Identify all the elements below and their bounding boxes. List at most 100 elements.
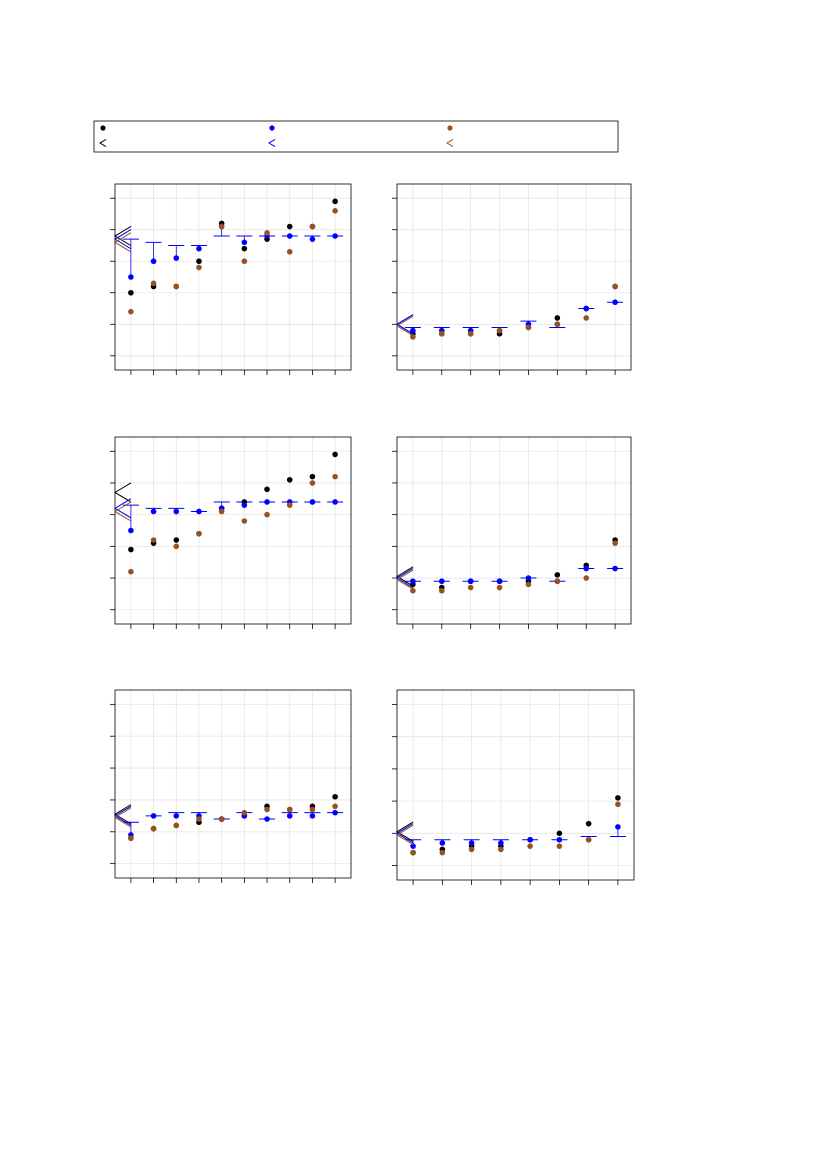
- point: [438, 330, 445, 337]
- point: [150, 258, 157, 265]
- plot-frame: [114, 689, 352, 879]
- point: [196, 264, 202, 271]
- point: [128, 568, 134, 575]
- point: [410, 587, 416, 594]
- point: [173, 543, 180, 550]
- point: [332, 198, 338, 205]
- point: [218, 508, 225, 515]
- point: [309, 236, 316, 242]
- point: [585, 836, 592, 843]
- point: [498, 846, 504, 853]
- point: [410, 849, 416, 856]
- point: [615, 801, 621, 808]
- point: [196, 258, 202, 265]
- point: [150, 280, 157, 287]
- left-marker: [396, 824, 414, 845]
- point: [128, 546, 134, 553]
- point: [554, 572, 561, 578]
- point: [241, 239, 248, 246]
- point: [410, 578, 416, 585]
- point: [554, 315, 561, 321]
- point: [218, 816, 225, 822]
- point: [556, 843, 563, 849]
- point: [496, 578, 503, 585]
- point: [309, 223, 316, 230]
- point: [286, 248, 293, 255]
- point: [286, 223, 293, 230]
- point: [615, 824, 621, 830]
- left-marker: [396, 315, 414, 336]
- point: [173, 537, 180, 543]
- point: [527, 843, 533, 849]
- legend-dot: [100, 125, 106, 131]
- point: [196, 530, 202, 537]
- left-marker: [114, 807, 132, 828]
- point: [173, 813, 180, 819]
- point: [241, 518, 248, 524]
- point: [196, 245, 202, 252]
- point: [332, 499, 338, 505]
- point: [286, 806, 293, 813]
- point: [496, 327, 503, 334]
- point: [556, 836, 563, 843]
- left-marker: [114, 225, 132, 247]
- point: [583, 315, 590, 321]
- point: [612, 283, 618, 290]
- point: [410, 843, 416, 849]
- point: [128, 527, 134, 534]
- point: [332, 207, 338, 214]
- legend-box: [93, 120, 619, 153]
- plot-frame: [114, 436, 352, 625]
- point: [585, 820, 592, 827]
- point: [286, 476, 293, 483]
- legend-chevron: [268, 138, 276, 148]
- point: [410, 327, 416, 334]
- point: [309, 813, 316, 819]
- point: [525, 575, 532, 581]
- point: [173, 283, 180, 290]
- point: [615, 795, 621, 801]
- point: [150, 508, 157, 515]
- point: [128, 308, 134, 315]
- left-marker: [396, 314, 414, 335]
- point: [218, 223, 225, 230]
- point: [332, 793, 338, 800]
- left-marker: [396, 569, 414, 590]
- point: [150, 825, 157, 832]
- point: [309, 806, 316, 813]
- point: [241, 502, 248, 508]
- point: [496, 584, 503, 591]
- point: [309, 499, 316, 505]
- plot-frame: [396, 436, 632, 625]
- point: [525, 581, 532, 588]
- legend-dot: [447, 125, 453, 131]
- legend-dot: [269, 125, 275, 131]
- point: [286, 502, 293, 508]
- point: [438, 587, 445, 594]
- point: [612, 299, 618, 306]
- point: [439, 840, 446, 846]
- legend-chevron: [99, 138, 107, 148]
- point: [286, 233, 293, 239]
- plot-frame: [396, 183, 632, 371]
- point: [309, 480, 316, 486]
- point: [241, 245, 248, 252]
- point: [498, 840, 504, 846]
- point: [150, 537, 157, 543]
- point: [332, 233, 338, 239]
- left-marker: [114, 804, 132, 825]
- plot-frame: [396, 689, 635, 881]
- point: [332, 803, 338, 810]
- point: [583, 575, 590, 581]
- left-marker: [396, 821, 414, 842]
- point: [612, 540, 618, 546]
- point: [468, 840, 475, 846]
- point: [332, 809, 338, 816]
- point: [128, 289, 134, 296]
- point: [264, 230, 270, 236]
- point: [467, 584, 474, 591]
- point: [264, 806, 270, 813]
- point: [554, 321, 561, 328]
